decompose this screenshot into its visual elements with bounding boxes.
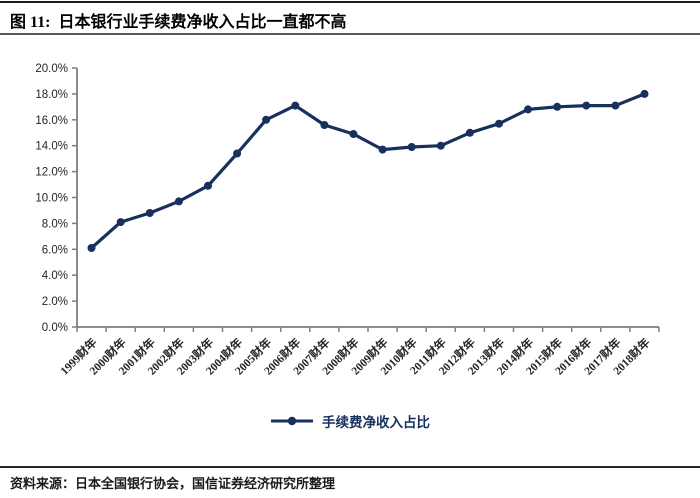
data-point-marker (349, 130, 358, 138)
legend-line-marker-icon (271, 416, 313, 426)
figure-title: 日本银行业手续费净收入占比一直都不高 (58, 14, 347, 31)
data-point-marker (291, 101, 300, 110)
y-axis-tick-label: 8.0% (42, 218, 68, 230)
data-point-marker (87, 244, 96, 252)
data-point-marker (495, 119, 503, 128)
title-divider (0, 33, 700, 35)
data-point-marker (233, 149, 242, 158)
data-point-marker (611, 101, 620, 110)
y-axis-tick-label: 16.0% (35, 115, 68, 127)
data-point-marker (582, 101, 591, 110)
source-note: 资料来源：日本全国银行协会，国信证券经济研究所整理 (10, 476, 336, 491)
y-axis-tick-label: 20.0% (35, 63, 68, 75)
y-axis-tick-label: 6.0% (42, 244, 68, 256)
data-point-marker (116, 218, 125, 227)
data-point-marker (436, 141, 445, 150)
data-point-marker (204, 181, 212, 190)
legend-label: 手续费净收入占比 (322, 415, 430, 430)
data-point-marker (553, 102, 562, 111)
y-axis-tick-label: 2.0% (42, 296, 68, 308)
series-line (89, 92, 647, 250)
data-point-marker (320, 121, 329, 129)
data-point-marker (640, 89, 649, 98)
line-chart: 0.0% 2.0% 4.0% 6.0% 8.0% 10.0% 12.0% 14.0% 16.0%… (35, 63, 660, 378)
y-axis-tick-label: 10.0% (35, 193, 68, 205)
y-axis-tick-label: 4.0% (42, 270, 68, 282)
data-point-marker (262, 115, 271, 124)
y-axis-tick-label: 12.0% (35, 167, 68, 179)
data-point-marker (465, 128, 474, 137)
data-point-marker (524, 105, 532, 114)
figure-title-row: 图 11: 日本银行业手续费净收入占比一直都不高 (10, 8, 690, 32)
figure-label: 图 11: (10, 14, 51, 31)
data-point-marker (145, 209, 154, 217)
data-point-marker (407, 143, 416, 151)
y-axis-tick-label: 18.0% (35, 89, 68, 101)
y-axis-tick-label: 14.0% (35, 141, 68, 153)
y-axis-tick-label: 0.0% (42, 322, 68, 334)
top-rule (0, 1, 700, 3)
source-divider (0, 466, 700, 468)
data-point-marker (174, 197, 183, 206)
legend: 手续费净收入占比 (0, 410, 700, 432)
data-point-marker (378, 145, 387, 154)
